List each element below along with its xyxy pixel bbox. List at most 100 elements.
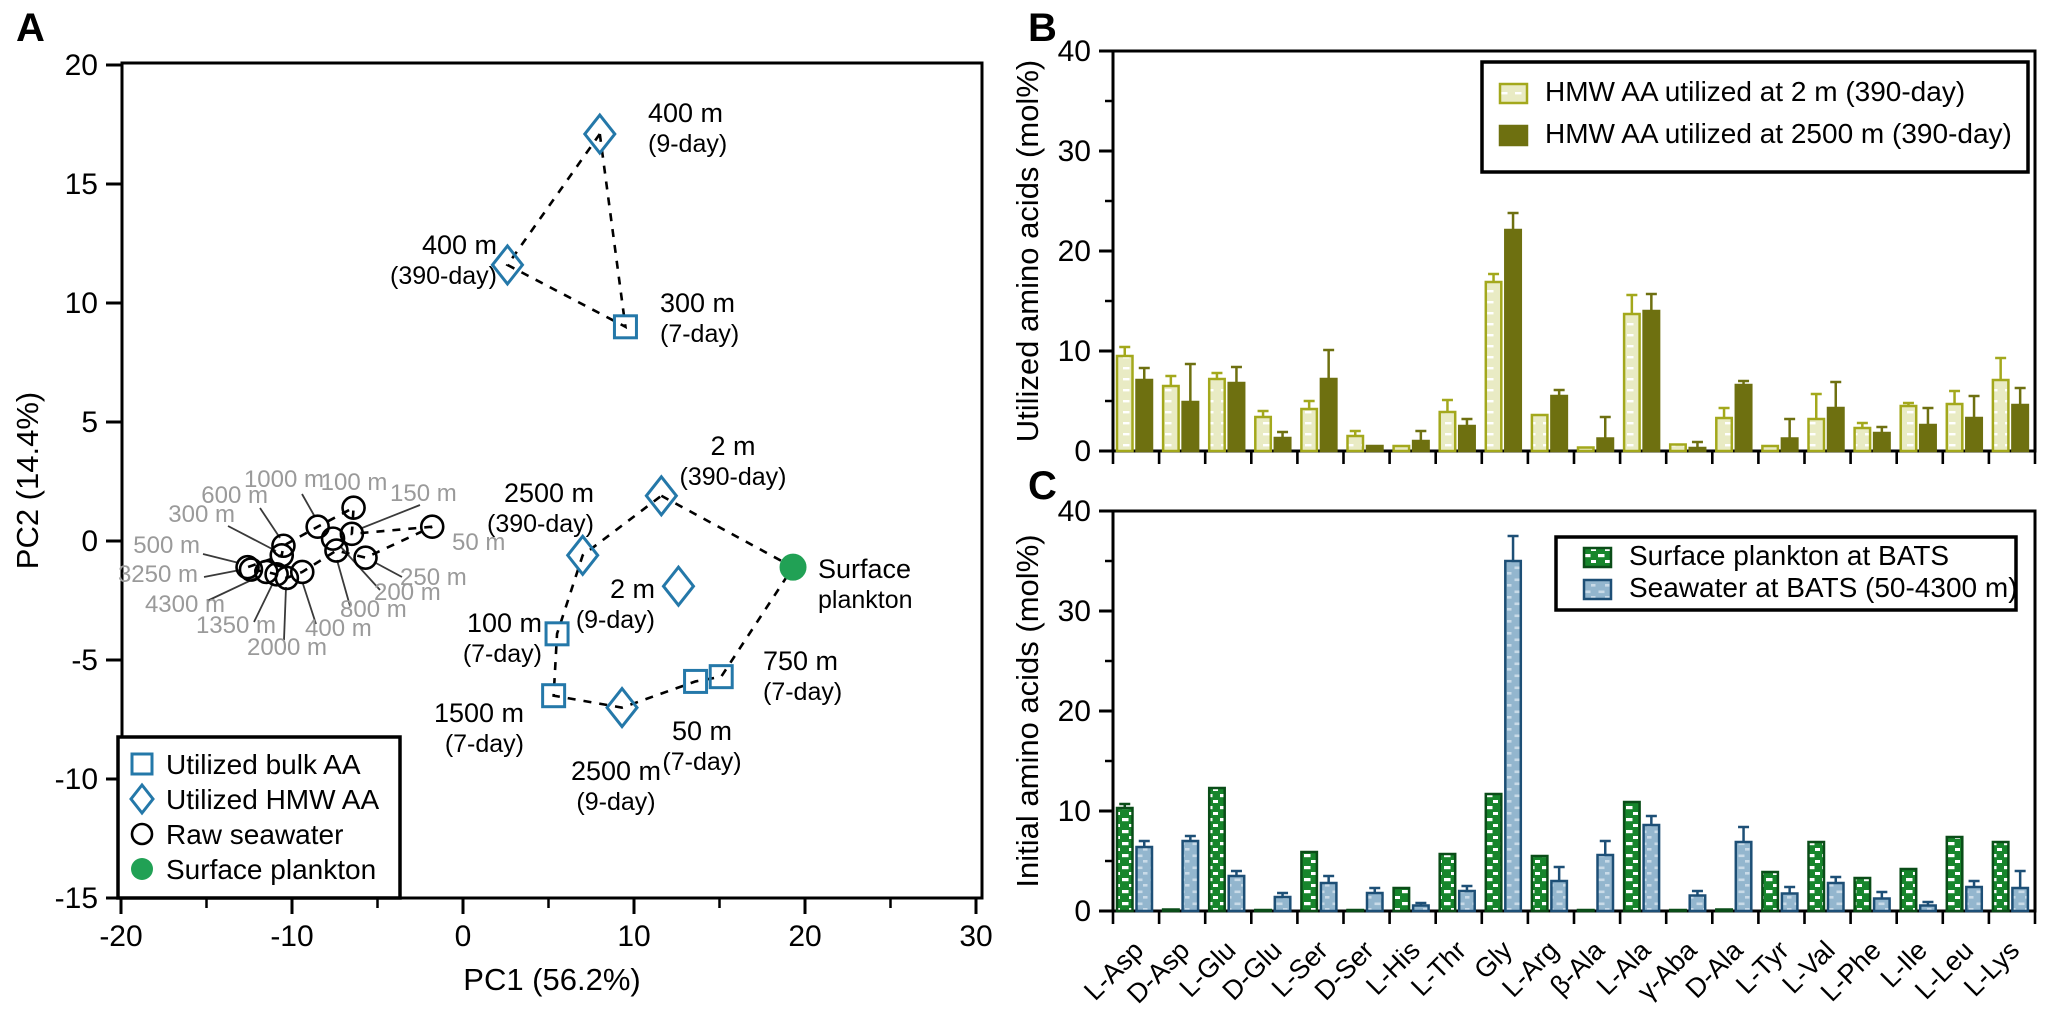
label-di400_390d-l0: 400 m [422, 230, 497, 260]
label-r400-l0: 400 m [305, 615, 372, 642]
leader-line-r250 [373, 561, 403, 578]
label-plankton-l0: Surface [818, 554, 911, 584]
bar-panelC-s1-L-Tyr [1780, 892, 1799, 913]
x-tick-label: 20 [788, 920, 821, 953]
marker-circle-r800 [324, 538, 349, 563]
label-di2500_390d-l1: (390-day) [487, 510, 594, 538]
label-r4300-l0: 4300 m [145, 591, 225, 618]
leader-line-r400 [302, 583, 317, 625]
bar-panelB-s1-L-Asp [1135, 378, 1154, 453]
bar-panelC-s0-L-Phe [1853, 876, 1872, 913]
marker-circle-r500 [235, 554, 260, 580]
legend-a-diamond-icon [129, 782, 155, 816]
bar-panelB-s1-D-Glu [1273, 436, 1292, 453]
bar-panelC-s0-L-Val [1807, 840, 1826, 913]
bar-panelC-s1-D-Glu [1273, 895, 1292, 913]
label-r100-l0: 100 m [321, 469, 388, 496]
label-r800-l0: 800 m [340, 596, 407, 623]
marker-diamond-di2500_9d [605, 686, 639, 730]
bar-panelB-s1-D-Ser [1365, 444, 1384, 453]
bar-panelB-s0-L-Val [1807, 417, 1826, 453]
leader-line-r300 [227, 525, 277, 552]
label-r1000-l0: 1000 m [244, 466, 324, 493]
marker-square-sq1500_7d [541, 683, 567, 709]
legend-a-label-2: Raw seawater [166, 819, 343, 850]
x-category-label-L-Tyr: L-Tyr [1730, 935, 1795, 1000]
bar-panelB-s0-γ-Aba [1668, 443, 1687, 453]
bar-panelC-s1-L-Arg [1550, 879, 1569, 913]
y-axis-title: PC2 (14.4%) [10, 392, 45, 569]
bar-panelC-s1-L-Val [1826, 881, 1845, 913]
label-r200-l0: 200 m [374, 579, 441, 606]
label-sq300_7d-l0: 300 m [660, 288, 735, 318]
bar-panelC-s0-γ-Aba [1668, 908, 1687, 913]
y-tick-label: 20 [1058, 235, 1091, 268]
legend-panelB-swatch-1 [1498, 124, 1529, 147]
leader-line-r800 [336, 559, 351, 607]
label-di400_9d-l0: 400 m [648, 98, 723, 128]
legend-panelB-box [1480, 60, 2030, 174]
bar-panelC-s1-L-Glu [1227, 874, 1246, 913]
bar-panelC-s1-L-Ile [1918, 904, 1937, 913]
marker-dot-plankton [779, 553, 807, 581]
label-sq1500_7d-l1: (7-day) [445, 730, 524, 758]
legend-a-label-1: Utilized HMW AA [166, 784, 379, 815]
bar-panelC-s1-L-Thr [1457, 889, 1476, 913]
bar-panelB-s0-L-Thr [1438, 410, 1457, 453]
bar-panelB-s0-L-Ser [1300, 407, 1319, 453]
x-category-label-L-Thr: L-Thr [1405, 935, 1472, 1002]
bar-panelB-s1-D-Asp [1181, 400, 1200, 453]
y-tick-label: 0 [1074, 435, 1091, 468]
label-sq750_7d-l0: 750 m [763, 646, 838, 676]
bar-panelC-s0-L-Arg [1530, 854, 1549, 913]
bar-panelB-s1-β-Ala [1596, 437, 1615, 453]
y-tick-label: -5 [71, 644, 98, 677]
bar-panelC-s1-γ-Aba [1688, 894, 1707, 913]
bar-panelB-s0-Gly [1484, 280, 1503, 453]
bar-panelC-s0-L-Ala [1622, 800, 1641, 913]
bar-panelC-s1-D-Ala [1734, 840, 1753, 913]
y-tick-label: 0 [1074, 895, 1091, 928]
label-r600-l0: 600 m [201, 482, 268, 509]
bar-panelB-s1-L-Thr [1457, 424, 1476, 453]
bar-panelC-s0-L-Ile [1899, 867, 1918, 913]
legend-panelC-box [1554, 535, 2018, 612]
y-tick-label: -10 [55, 763, 98, 796]
marker-circle-r4300 [254, 559, 279, 585]
label-di2500_9d-l1: (9-day) [576, 788, 655, 816]
marker-square-sq50_7d [683, 668, 709, 694]
bar-panelC-s1-D-Asp [1181, 839, 1200, 913]
bar-panelB-s1-L-Ala [1642, 309, 1661, 453]
marker-circle-r200 [320, 526, 346, 551]
label-di2m_390d-l0: 2 m [710, 431, 755, 461]
y-tick-label: 20 [65, 49, 98, 82]
dashed-path-0 [505, 133, 628, 330]
label-plankton-l1: plankton [818, 586, 913, 614]
marker-diamond-di400_9d [582, 112, 617, 156]
bar-panelC-s1-L-Phe [1872, 897, 1891, 913]
y-axis-title: Utilized amino acids (mol%) [1010, 60, 1045, 442]
panel-a-letter: A [16, 6, 45, 50]
x-axis-title: PC1 (56.2%) [463, 962, 640, 997]
bar-panelC-s1-L-Asp [1135, 845, 1154, 913]
bar-panelB-s1-L-Arg [1550, 394, 1569, 453]
bar-panelB-s0-L-Asp [1115, 354, 1134, 453]
leader-line-r600 [259, 507, 281, 539]
label-di400_9d-l1: (9-day) [648, 130, 727, 158]
y-tick-label: 0 [81, 525, 98, 558]
label-di400_390d-l1: (390-day) [390, 262, 497, 290]
label-di2m_390d-l1: (390-day) [680, 463, 787, 491]
bar-panelC-s0-D-Asp [1161, 908, 1180, 913]
marker-diamond-di2m_390d [644, 474, 679, 518]
bar-panelC-s0-L-His [1392, 886, 1411, 913]
bar-panelC-s1-L-His [1411, 904, 1430, 913]
bar-panelC-s0-β-Ala [1576, 908, 1595, 913]
bar-panelB-s0-L-His [1392, 444, 1411, 453]
label-r2000-l0: 2000 m [247, 634, 327, 661]
legend-panelC-swatch-1 [1582, 578, 1613, 601]
panel-c-bar-chart: 0 10 20 30 40 Surface plankton at BATSSeawate… [1010, 495, 2037, 1009]
marker-diamond-di400_390d [490, 243, 525, 287]
bar-panelC-s0-D-Glu [1254, 908, 1273, 913]
marker-circle-r1350 [264, 562, 289, 587]
